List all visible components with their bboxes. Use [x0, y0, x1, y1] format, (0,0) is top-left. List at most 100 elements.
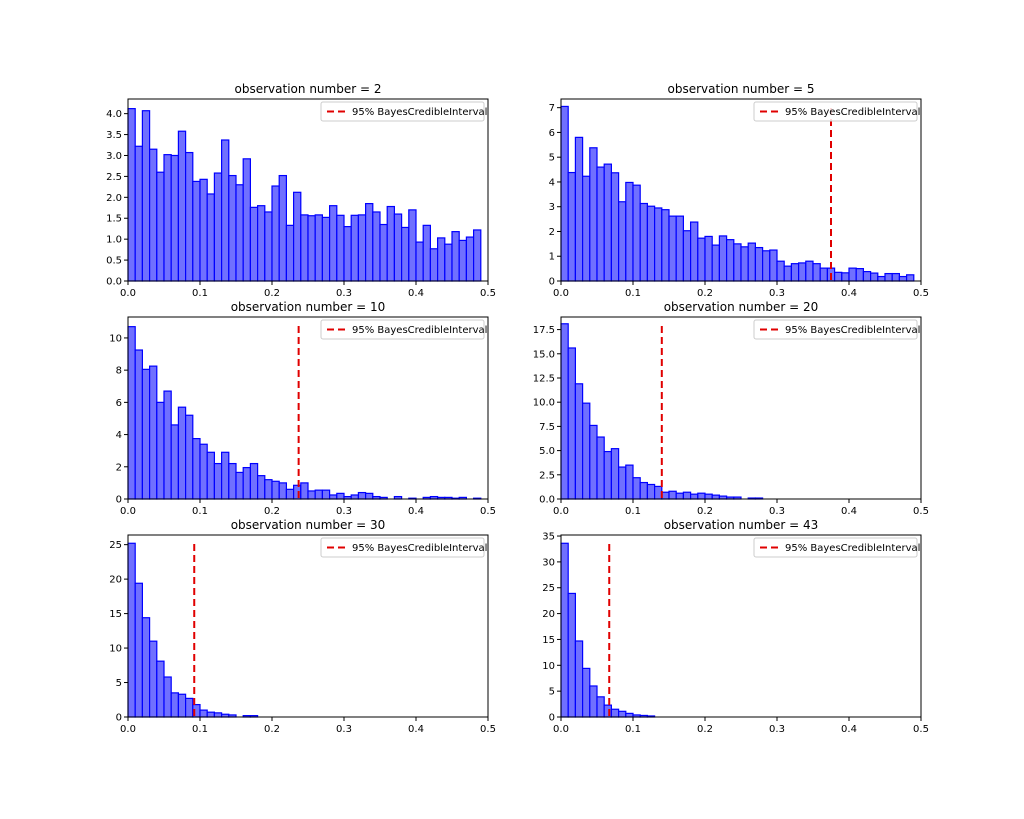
histogram-bar — [581, 667, 591, 718]
subplot-title: observation number = 43 — [664, 518, 819, 532]
legend-box — [320, 319, 485, 340]
x-tick-label: 0.2 — [697, 724, 713, 735]
histogram-bar — [458, 239, 468, 282]
histogram-bar — [869, 272, 879, 282]
histogram-bar — [372, 211, 381, 282]
histogram-bar — [242, 466, 251, 500]
histogram-bar — [747, 242, 757, 282]
histogram-bar — [357, 214, 367, 282]
histogram-bar — [350, 214, 360, 282]
histogram-bar — [177, 406, 187, 500]
histogram-bar — [610, 172, 620, 282]
axes-frame — [127, 98, 489, 282]
legend: 95% BayesCredibleInterval — [320, 101, 487, 122]
legend-label: 95% BayesCredibleInterval — [785, 325, 920, 336]
axes-frame — [560, 98, 922, 282]
histogram-bar — [855, 268, 865, 282]
histogram-bar — [905, 274, 915, 282]
legend-box — [753, 319, 918, 340]
histogram-bar — [451, 231, 460, 282]
histogram-bar — [156, 401, 165, 500]
y-tick-label: 7.5 — [539, 422, 555, 433]
histogram-bar — [776, 260, 785, 282]
legend-box — [320, 537, 485, 558]
y-tick-label: 0.0 — [106, 277, 122, 288]
y-tick-label: 3 — [549, 202, 555, 213]
histogram-bar — [163, 390, 172, 500]
histogram-bar — [718, 235, 728, 282]
histogram-bar — [163, 676, 172, 718]
y-tick-label: 20 — [109, 575, 122, 586]
histogram-bar — [668, 490, 677, 500]
x-tick-label: 0.1 — [192, 506, 208, 517]
histogram-bar — [329, 494, 338, 500]
histogram-bar — [617, 710, 627, 718]
histogram-bar — [386, 205, 396, 282]
histogram-bar — [790, 263, 800, 282]
histogram-bar — [221, 139, 230, 282]
y-tick-label: 12.5 — [533, 373, 555, 384]
histogram-bar — [149, 148, 158, 282]
y-tick-label: 0 — [549, 713, 555, 724]
legend-label: 95% BayesCredibleInterval — [352, 107, 487, 118]
histogram-bar — [898, 275, 908, 282]
histogram-bar — [199, 709, 208, 718]
histogram-bar — [134, 145, 143, 282]
subplot-5: 0.0 0.1 0.2 0.3 0.4 0.5 0 5 10 15 20 25 observation … — [109, 518, 496, 735]
histogram-bar — [170, 424, 179, 500]
histogram-bar — [697, 492, 706, 500]
histogram-bar — [127, 108, 136, 282]
y-tick-label: 2 — [549, 227, 555, 238]
histogram-bar — [632, 477, 641, 500]
histogram-bar — [848, 267, 857, 282]
histogram-bar — [589, 424, 598, 500]
legend-label: 95% BayesCredibleInterval — [352, 325, 487, 336]
histogram-bar — [170, 154, 179, 282]
histogram-bar — [228, 462, 237, 500]
histogram-bar — [675, 215, 685, 282]
histogram-bar — [134, 349, 143, 500]
histogram-bars — [560, 542, 656, 718]
axes-frame — [560, 316, 922, 500]
legend-label: 95% BayesCredibleInterval — [352, 543, 487, 554]
histogram-bar — [805, 260, 814, 282]
x-tick-label: 0.1 — [625, 724, 641, 735]
histogram-bar — [199, 178, 208, 282]
legend-box — [320, 101, 485, 122]
histogram-bar — [336, 492, 345, 500]
histogram-bar — [833, 271, 843, 282]
histogram-bar — [408, 209, 417, 282]
y-tick-label: 2.0 — [106, 193, 122, 204]
histogram-bar — [185, 414, 194, 500]
x-tick-label: 0.5 — [913, 506, 929, 517]
histogram-bar — [646, 205, 656, 282]
histogram-bar — [379, 223, 388, 282]
histogram-bar — [589, 685, 598, 718]
x-tick-label: 0.5 — [913, 288, 929, 299]
x-tick-label: 0.0 — [120, 724, 136, 735]
histogram-bar — [603, 450, 613, 500]
histogram-bar — [321, 489, 331, 500]
y-tick-label: 25 — [109, 540, 122, 551]
histogram-bar — [819, 267, 829, 282]
histogram-bars — [127, 108, 482, 282]
legend-box — [753, 537, 918, 558]
x-tick-label: 0.4 — [408, 288, 424, 299]
y-tick-label: 17.5 — [533, 325, 555, 336]
y-tick-label: 2.5 — [539, 470, 555, 481]
y-tick-label: 15.0 — [533, 349, 555, 360]
y-tick-label: 15 — [109, 609, 122, 620]
histogram-bar — [603, 704, 613, 718]
legend-label: 95% BayesCredibleInterval — [785, 107, 920, 118]
histogram-bar — [754, 246, 764, 282]
axes-frame — [127, 534, 489, 718]
histogram-bar — [639, 202, 649, 282]
histogram-bar — [603, 163, 613, 282]
x-tick-label: 0.1 — [625, 288, 641, 299]
histogram-bars — [560, 105, 915, 282]
histogram-bar — [336, 214, 345, 282]
axes-frame — [560, 534, 922, 718]
histogram-bar — [300, 214, 309, 282]
x-tick-label: 0.5 — [480, 506, 496, 517]
y-tick-label: 5 — [549, 687, 555, 698]
